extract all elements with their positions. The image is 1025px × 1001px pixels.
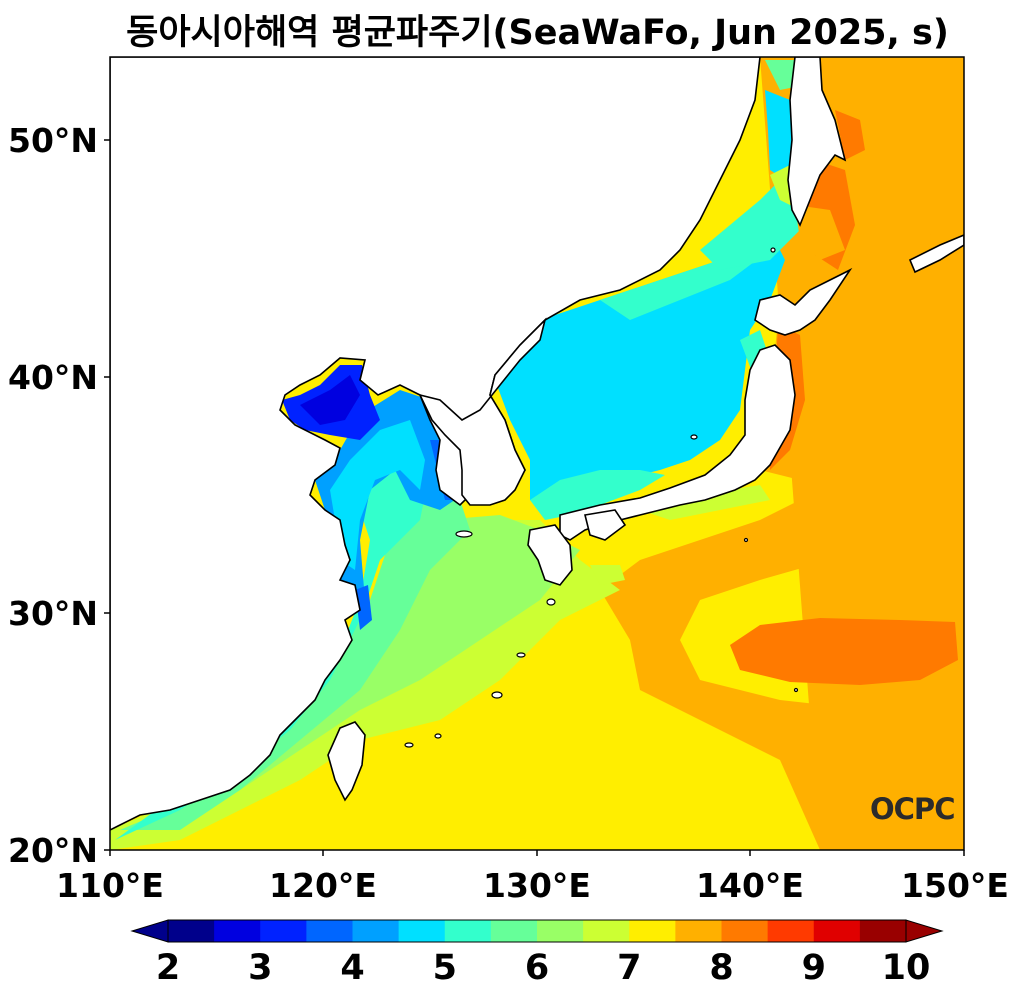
lon-tick-130: 130°E <box>483 866 591 905</box>
colorbar-bin <box>629 920 676 942</box>
colorbar-tick-label: 6 <box>524 948 550 988</box>
lat-tick-30: 30°N <box>8 594 99 633</box>
colorbar-bin <box>859 920 907 942</box>
colorbar-bin <box>398 920 446 942</box>
land-sakhalin <box>787 57 847 227</box>
lon-tick-150: 150°E <box>901 866 1009 905</box>
chart-title: 동아시아해역 평균파주기(SeaWaFo, Jun 2025, s) <box>126 13 949 53</box>
colorbar-bin <box>721 920 769 942</box>
colorbar <box>130 919 944 943</box>
colorbar-tick-label: 10 <box>881 948 931 988</box>
colorbar-tick-label: 3 <box>248 948 273 988</box>
colorbar-tick-label: 8 <box>709 948 734 988</box>
field-5s-east-sea <box>495 230 785 500</box>
colorbar-tick-label: 7 <box>617 948 642 988</box>
lon-tick-120: 120°E <box>269 866 377 905</box>
colorbar-bin <box>168 920 215 942</box>
colorbar-tick-label: 2 <box>155 948 181 988</box>
lat-tick-40: 40°N <box>8 358 99 397</box>
field-8-5s <box>730 618 958 685</box>
colorbar-min-arrow <box>130 919 169 943</box>
colorbar-frame <box>167 919 907 943</box>
lat-tick-20: 20°N <box>8 831 99 870</box>
lon-tick-140: 140°E <box>696 866 804 905</box>
land-hokkaido <box>754 267 853 336</box>
colorbar-tick-label: 9 <box>801 948 826 988</box>
colorbar-tick-label: 4 <box>340 948 365 988</box>
colorbar-max-arrow <box>905 919 944 943</box>
colorbar-bin <box>583 920 630 942</box>
colorbar-bin <box>813 920 861 942</box>
colorbar-bin <box>767 920 815 942</box>
colorbar-bin <box>537 920 584 942</box>
colorbar-bin <box>306 920 353 942</box>
land-korea <box>418 317 547 506</box>
colorbar-bin <box>214 920 261 942</box>
colorbar-tick-label: 5 <box>432 948 457 988</box>
lon-tick-110: 110°E <box>56 866 164 905</box>
lat-tick-50: 50°N <box>8 121 99 160</box>
colorbar-bin <box>260 920 307 942</box>
colorbar-bin <box>675 920 722 942</box>
colorbar-bin <box>444 920 492 942</box>
ocpc-logo: OCPC <box>870 792 955 826</box>
colorbar-bin <box>490 920 538 942</box>
colorbar-bin <box>352 920 400 942</box>
land-taiwan <box>327 721 366 802</box>
